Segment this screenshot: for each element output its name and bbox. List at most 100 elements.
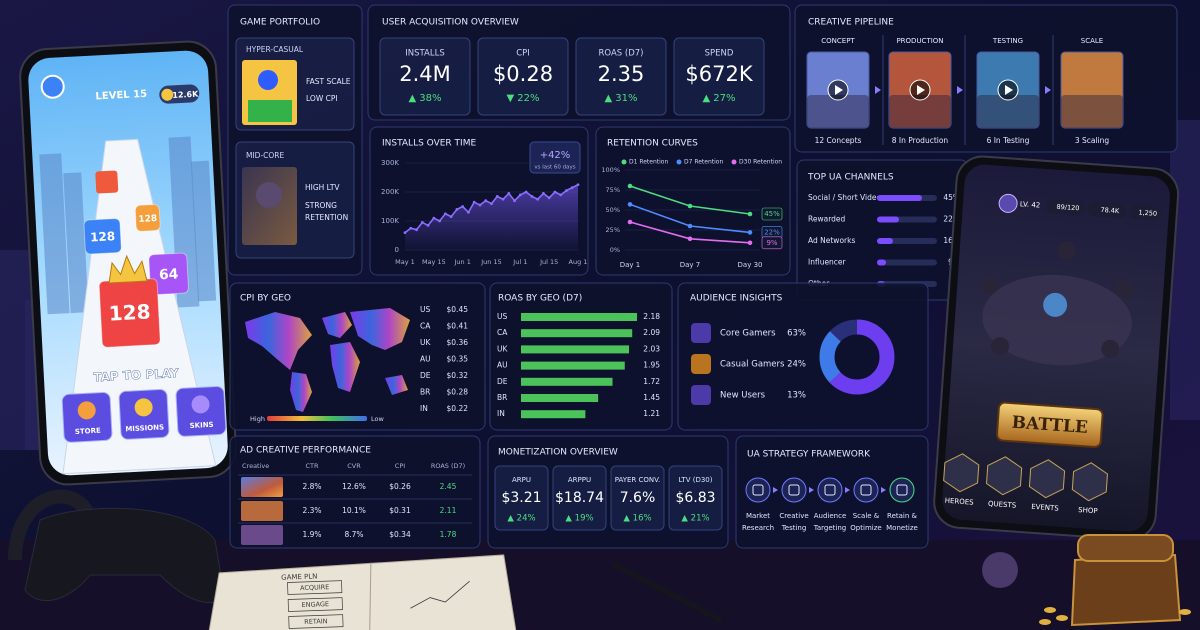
coin [1044,607,1056,613]
card [610,465,665,531]
point [507,192,511,195]
x-tick-label: Jun 1 [453,258,470,266]
play-icon [1005,85,1013,95]
map-region [245,312,312,370]
kpi-change: ▲ 24% [507,514,535,524]
step-glyph [824,484,836,496]
geo-code: CA [420,322,431,331]
menu-button-label: MISSIONS [125,423,164,433]
x-tick-label: May 15 [422,258,446,266]
play-icon [917,85,925,95]
point [559,193,563,197]
point [438,219,441,223]
menu-icon [1071,462,1108,502]
step-label: Market [746,512,770,520]
table-cell: 2.11 [440,506,457,515]
panel-title: GAME PORTFOLIO [240,18,320,28]
segment-label: Core Gamers [720,329,776,339]
value-label: 45% [943,193,960,202]
notebook: GAME PLN ACQUIRE ENGAGE RETAIN [206,554,518,630]
stage-arrow [875,86,881,94]
bar [877,259,886,266]
map-region [330,342,360,392]
stage-label: PRODUCTION [896,37,943,45]
enemy [980,276,999,295]
point [524,190,528,194]
card [575,37,667,116]
genre-tag: LOW CPI [306,94,338,103]
arena [982,274,1132,366]
menu-icon [985,456,1023,496]
curve-point [687,236,693,242]
notebook-spine [369,562,372,630]
y-tick-label: 75% [606,186,620,194]
kpi-change: ▲ 38% [408,93,441,104]
channel-label: Social / Short Video [808,193,881,202]
point [426,223,430,227]
point [565,189,568,192]
segment-label: New Users [720,391,766,401]
x-tick-label: Jun 15 [480,258,502,266]
point [495,194,499,198]
panel-title: TOP UA CHANNELS [807,173,894,183]
legend-swatch [676,159,682,165]
chest [1070,553,1182,627]
kpi-change: ▲ 16% [623,514,651,524]
bar [877,195,922,201]
avatar [998,193,1018,213]
table-cell: 2.3% [302,506,321,515]
donut-segment [819,319,895,395]
bar [877,238,893,244]
segment-value: 24% [787,360,806,370]
kpi-label: CPI [516,49,530,59]
warrior [256,182,282,208]
genre-tag: FAST SCALE [306,77,351,86]
table-cell: 10.1% [342,506,366,515]
stage-count: 3 Scaling [1075,136,1110,145]
coin [1039,619,1051,625]
point [576,183,580,187]
step-label: Scale & [853,512,880,520]
number-block [148,252,189,296]
enemy [991,337,1010,356]
menu-label: QUESTS [988,500,1017,510]
creative-thumbnail [1060,51,1124,129]
building [190,160,217,302]
notebook-title: GAME PLN [281,572,318,581]
badge-value: +42% [540,150,571,161]
geo-code: UK [497,344,508,353]
geo-code: IN [420,404,428,413]
kpi-change: ▲ 27% [702,93,735,104]
value-badge [761,236,783,250]
sketch-box [287,597,343,612]
step-icon [745,477,771,503]
step-label: Testing [781,524,807,532]
kpi-value: $3.21 [501,490,541,506]
coin [1179,609,1191,615]
stage-count: 6 In Testing [987,136,1030,145]
bar [521,377,613,386]
step-icon [817,477,843,503]
geo-code: UK [420,338,431,347]
geo-cpi: $0.36 [447,338,469,347]
value-label: 9% [766,239,777,247]
geo-cpi: $0.22 [447,404,469,413]
stat-pill [1087,201,1126,219]
value-label: 2.18 [643,312,660,321]
genre-label: MID-CORE [246,151,285,160]
segment-value: 13% [787,391,806,401]
x-tick-label: Jul 1 [512,258,527,266]
card [668,465,723,531]
stage-arrow [1045,86,1051,94]
menu-label: HEROES [944,497,974,507]
card [552,465,607,531]
kpi-label: ARPU [512,476,531,484]
bar [521,410,586,419]
creature [982,552,1018,588]
curve-point [627,202,633,207]
panel-title: USER ACQUISITION OVERVIEW [382,18,519,28]
step-glyph [788,484,800,496]
bar [521,313,637,321]
